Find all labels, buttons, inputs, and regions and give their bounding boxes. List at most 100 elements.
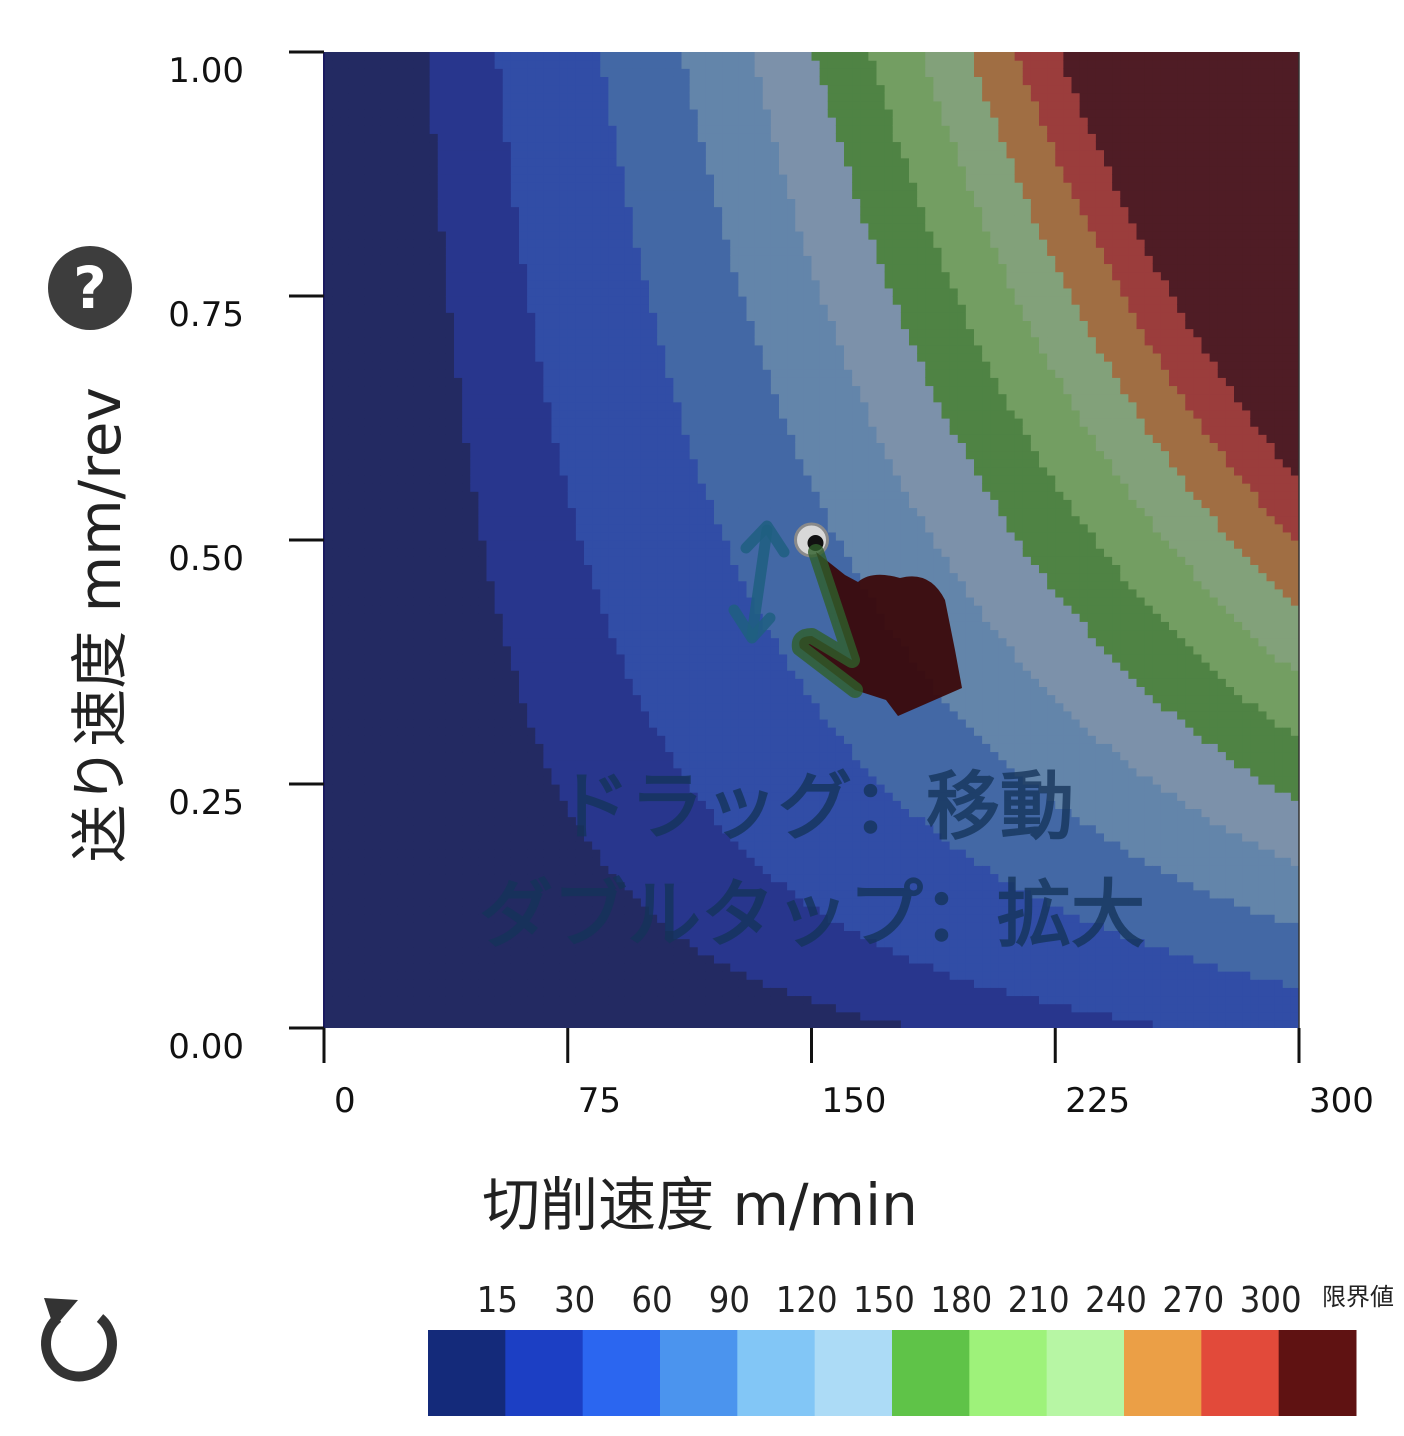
heatmap-cell — [348, 718, 358, 728]
heatmap-cell — [324, 320, 333, 330]
heatmap-cell — [348, 68, 358, 77]
heatmap-cell — [340, 377, 349, 387]
heatmap-cell — [356, 897, 366, 907]
heatmap-cell — [332, 946, 341, 956]
heatmap-cell — [372, 255, 382, 265]
heatmap-cell — [332, 117, 341, 126]
heatmap-cell — [332, 849, 341, 858]
heatmap-cell — [364, 629, 374, 639]
heatmap-cell — [324, 141, 333, 151]
heatmap-cell — [348, 369, 358, 378]
heatmap-cell — [356, 369, 366, 378]
heatmap-cell — [348, 637, 358, 647]
heatmap-cell — [364, 637, 374, 647]
heatmap-cell — [340, 938, 349, 948]
heatmap-cell — [372, 670, 382, 679]
heatmap-cell — [332, 564, 341, 574]
heatmap-cell — [372, 596, 382, 606]
heatmap-cell — [372, 678, 382, 687]
heatmap-cell — [372, 556, 382, 565]
heatmap-cell — [364, 149, 374, 159]
heatmap-cell — [332, 605, 341, 614]
heatmap-cell — [332, 987, 341, 997]
heatmap-cell — [356, 540, 366, 549]
heatmap-cell — [356, 987, 366, 997]
heatmap-cell — [324, 653, 333, 663]
heatmap-cell — [340, 531, 349, 541]
heatmap-cell — [348, 564, 358, 574]
heatmap-cell — [348, 580, 358, 590]
heatmap-cell — [324, 735, 333, 744]
heatmap-cell — [372, 100, 382, 110]
heatmap-cell — [380, 865, 390, 875]
heatmap-cell — [324, 759, 333, 769]
heatmap-cell — [364, 483, 374, 492]
heatmap-cell — [380, 775, 390, 785]
heatmap-cell — [372, 800, 382, 809]
heatmap-cell — [340, 824, 349, 834]
heatmap-cell — [340, 230, 349, 240]
heatmap-cell — [372, 344, 382, 354]
heatmap-cell — [380, 1003, 390, 1013]
heatmap-cell — [332, 222, 341, 232]
heatmap-cell — [372, 727, 382, 736]
heatmap-cell — [340, 694, 349, 704]
heatmap-cell — [356, 694, 366, 704]
heatmap-cell — [364, 247, 374, 256]
heatmap-cell — [356, 670, 366, 679]
heatmap-cell — [332, 133, 341, 143]
heatmap-cell — [348, 930, 358, 940]
heatmap-cell — [356, 759, 366, 769]
heatmap-cell — [372, 849, 382, 858]
heatmap-cell — [356, 662, 366, 671]
heatmap-cell — [372, 369, 382, 378]
heatmap-cell — [332, 515, 341, 525]
heatmap-cell — [356, 572, 366, 582]
heatmap-cell — [372, 279, 382, 289]
heatmap-cell — [340, 418, 349, 427]
heatmap-cell — [348, 247, 358, 256]
heatmap-cell — [356, 1003, 366, 1013]
heatmap-cell — [372, 840, 382, 850]
heatmap-cell — [324, 548, 333, 557]
heatmap-cell — [340, 954, 349, 964]
heatmap-cell — [348, 255, 358, 265]
heatmap-cell — [324, 588, 333, 598]
heatmap-cell — [364, 800, 374, 809]
heatmap-cell — [356, 108, 366, 118]
heatmap-cell — [340, 287, 349, 297]
heatmap-cell — [380, 662, 390, 671]
heatmap-cell — [372, 792, 382, 801]
heatmap-cell — [356, 946, 366, 956]
heatmap-cell — [348, 865, 358, 875]
heatmap-cell — [372, 1019, 382, 1028]
heatmap-cell — [372, 572, 382, 582]
heatmap-cell — [356, 328, 366, 338]
heatmap-cell — [380, 540, 390, 549]
heatmap-cell — [348, 442, 358, 452]
heatmap-cell — [372, 775, 382, 785]
heatmap-cell — [356, 271, 366, 281]
heatmap-cell — [372, 515, 382, 525]
heatmap-cell — [332, 401, 341, 411]
heatmap-cell — [324, 784, 333, 793]
heatmap-cell — [372, 507, 382, 517]
heatmap-cell — [364, 450, 374, 460]
heatmap-cell — [364, 564, 374, 574]
heatmap-cell — [340, 800, 349, 809]
heatmap-cell — [372, 873, 382, 883]
heatmap-cell — [332, 287, 341, 297]
heatmap-cell — [324, 564, 333, 574]
heatmap-cell — [380, 873, 390, 883]
heatmap-cell — [340, 385, 349, 395]
heatmap-cell — [380, 881, 390, 891]
heatmap-cell — [380, 816, 390, 826]
heatmap-cell — [364, 491, 374, 500]
heatmap-cell — [364, 474, 374, 484]
heatmap-cell — [324, 816, 333, 826]
heatmap-cell — [324, 214, 333, 224]
heatmap-cell — [340, 897, 349, 907]
heatmap-cell — [332, 450, 341, 460]
heatmap-cell — [364, 385, 374, 395]
